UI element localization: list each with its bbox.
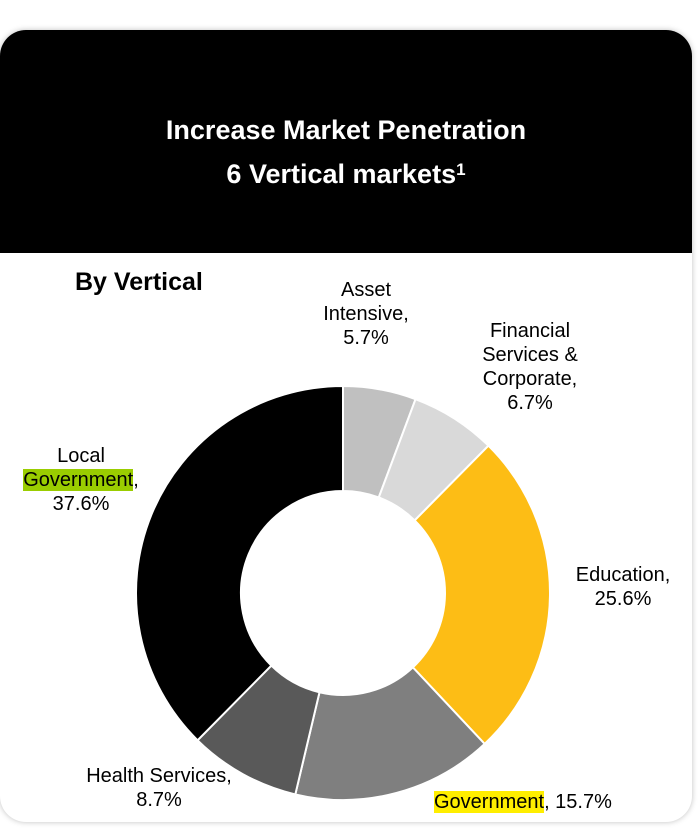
chart-subtitle: By Vertical [75,268,203,296]
footnote-marker: 1 [456,160,466,179]
label-local-government: Local Government, 37.6% [6,444,156,516]
header-banner: Increase Market Penetration 6 Vertical m… [0,30,692,253]
label-government-name: Government [434,791,545,813]
label-education-line1: Education, [575,564,671,586]
label-asset-intensive: Asset Intensive, 5.7% [306,278,426,350]
label-health-services: Health Services, 8.7% [64,764,254,812]
title-line-2: 6 Vertical markets1 [0,152,692,196]
title-line-1: Increase Market Penetration [165,115,527,145]
label-local-comma: , [133,469,139,491]
label-government-value: , 15.7% [544,791,612,813]
label-education-value: 25.6% [594,588,652,610]
label-government: Government, 15.7% [434,790,612,814]
label-financial-line1: Financial [489,320,571,342]
label-asset-value: 5.7% [343,327,389,349]
label-health-line1: Health Services, [86,765,232,787]
donut-slice-local-government [135,384,344,742]
donut-slice-education [411,444,551,746]
label-local-name: Government [23,469,134,491]
label-financial-value: 6.7% [507,392,553,414]
label-education: Education, 25.6% [558,563,688,611]
label-local-line1: Local [57,445,105,467]
label-financial-line2: Services & [482,344,578,366]
label-local-value: 37.6% [52,493,110,515]
donut-chart [135,384,551,801]
label-asset-line1: Asset [340,279,392,301]
donut-slice-government [294,665,487,801]
label-financial-line3: Corporate, [482,368,578,390]
label-asset-line2: Intensive, [323,303,409,325]
title-line-2-text: 6 Vertical markets [226,159,457,189]
label-local-line2: Government, [6,468,156,492]
label-health-value: 8.7% [136,789,182,811]
label-financial-services: Financial Services & Corporate, 6.7% [460,319,600,415]
page-title: Increase Market Penetration 6 Vertical m… [0,108,692,196]
card: Increase Market Penetration 6 Vertical m… [0,30,692,822]
